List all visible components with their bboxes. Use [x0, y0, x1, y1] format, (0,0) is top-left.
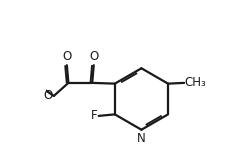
- Text: O: O: [90, 50, 99, 63]
- Text: O: O: [62, 50, 71, 63]
- Text: F: F: [91, 109, 98, 122]
- Text: CH₃: CH₃: [185, 76, 207, 89]
- Text: O: O: [44, 89, 53, 102]
- Text: N: N: [137, 132, 146, 145]
